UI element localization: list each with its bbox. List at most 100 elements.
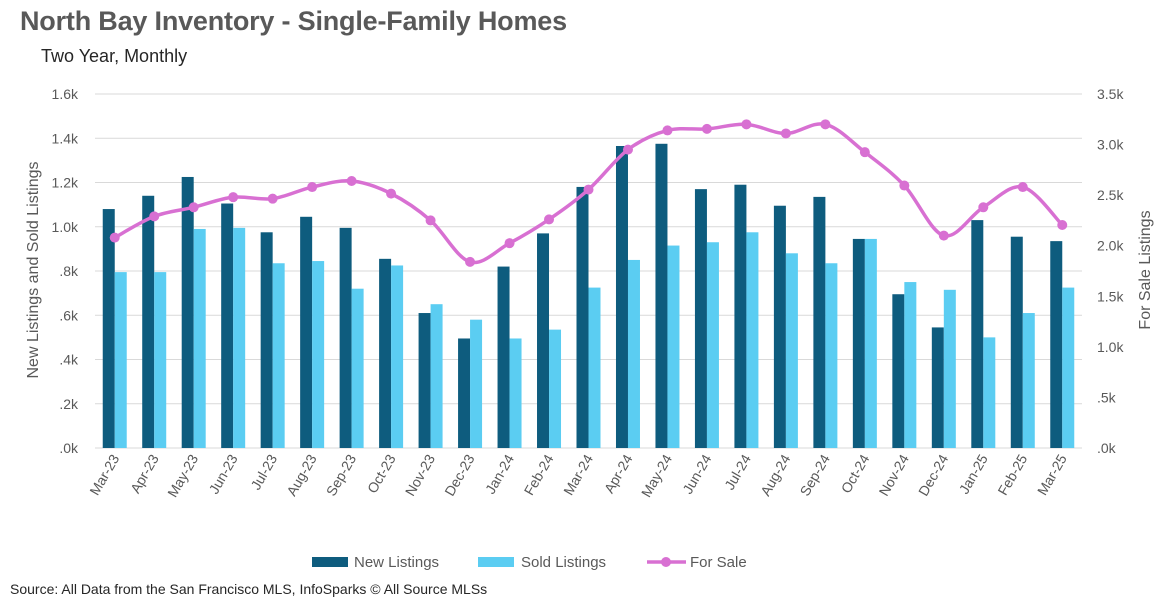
for-sale-point [346,175,357,186]
x-tick-label: Dec-23 [441,451,478,498]
x-tick-label: Apr-24 [601,451,636,496]
bar-new-listings [971,220,984,448]
bar-new-listings [773,205,786,448]
right-axis-title: For Sale Listings [1137,210,1154,329]
for-sale-points [109,119,1068,267]
x-axis-ticks: Mar-23 Apr-23 May-23 Jun-23 Jul-23 Aug-23 Sep-… [86,451,1070,500]
bar-sold-listings [193,228,206,448]
x-tick-label: Oct-24 [838,451,873,496]
bar-sold-listings [430,304,443,448]
for-sale-point [780,128,791,139]
for-sale-point [504,238,515,249]
for-sale-point [149,211,160,222]
bar-new-listings [615,145,628,448]
x-tick-label: Mar-23 [86,451,122,498]
y2-tick-label: 2.5k [1097,187,1124,203]
for-sale-point [307,182,318,193]
bar-new-listings [300,216,313,448]
bar-sold-listings [1022,313,1035,448]
x-tick-label: Feb-24 [521,451,557,498]
x-tick-label: Jun-24 [679,451,714,496]
x-tick-label: Mar-25 [1034,451,1070,498]
bar-new-listings [1050,241,1063,448]
for-sale-point [701,123,712,134]
x-tick-label: Apr-23 [127,451,162,496]
bar-sold-listings [233,227,246,448]
y-tick-label: 1.0k [52,219,79,235]
for-sale-point [820,119,831,130]
right-axis-ticks: .0k .5k 1.0k 1.5k 2.0k 2.5k 3.0k 3.5k [1097,86,1124,456]
bar-sold-listings [864,238,877,448]
x-tick-label: Feb-25 [994,451,1030,498]
for-sale-point [978,202,989,213]
x-tick-label: Nov-23 [402,451,439,498]
bar-sold-listings [825,263,838,448]
x-tick-label: Nov-24 [876,451,913,498]
bar-sold-listings [154,272,167,448]
bar-new-listings [418,313,431,448]
bar-sold-listings [470,319,483,448]
for-sale-point [583,184,594,195]
bar-new-listings [734,184,747,448]
bar-sold-listings [351,288,364,448]
bar-new-listings [655,143,668,448]
for-sale-point [741,119,752,130]
source-note: Source: All Data from the San Francisco … [10,581,488,597]
for-sale-point [425,215,436,226]
bar-new-listings [576,186,589,449]
x-tick-label: Mar-24 [560,451,596,498]
for-sale-point [899,180,910,191]
for-sale-point [465,256,476,267]
bar-new-listings [221,203,234,448]
y2-tick-label: 3.0k [1097,137,1124,153]
for-sale-point [267,193,278,204]
for-sale-point [662,125,673,136]
bar-new-listings [892,294,905,448]
x-tick-label: Jan-25 [956,451,991,496]
bar-sold-listings [1062,287,1075,448]
chart-subtitle: Two Year, Monthly [41,46,188,66]
legend-swatch-for-sale-marker [661,557,671,567]
y-tick-label: .4k [59,352,79,368]
y2-tick-label: 1.0k [1097,339,1124,355]
legend-swatch-sold-listings [478,557,514,567]
legend-swatch-new-listings [312,557,348,567]
bar-sold-listings [588,287,601,448]
for-sale-point [1057,219,1068,230]
x-tick-label: Jan-24 [482,451,517,496]
y2-tick-label: 3.5k [1097,86,1124,102]
y-tick-label: 1.4k [52,130,79,146]
x-tick-label: Aug-24 [757,451,794,498]
bar-sold-listings [904,282,917,448]
y-tick-label: .6k [59,307,79,323]
for-sale-point [228,192,239,203]
bar-sold-listings [943,289,956,448]
x-tick-label: Jul-23 [247,451,280,492]
for-sale-point [859,147,870,158]
bar-sold-listings [627,259,640,448]
x-tick-label: Oct-23 [364,451,399,496]
x-tick-label: May-23 [164,451,201,500]
for-sale-point [386,188,397,199]
x-tick-label: Dec-24 [915,451,952,498]
bar-new-listings [458,338,471,448]
x-tick-label: Sep-24 [797,451,834,498]
y-tick-label: .0k [59,440,79,456]
bar-new-listings [852,238,865,448]
for-sale-point [544,214,555,225]
y-tick-label: 1.2k [52,175,79,191]
bar-sold-listings [746,232,759,448]
legend-label-new-listings: New Listings [354,554,439,571]
bar-sold-listings [785,253,798,448]
bar-new-listings [181,176,194,448]
bar-sold-listings [114,272,127,448]
left-axis-ticks: .0k .2k .4k .6k .8k 1.0k 1.2k 1.4k 1.6k [52,86,79,456]
bar-new-listings [339,227,352,448]
for-sale-point [1017,182,1028,193]
bar-sold-listings [706,242,719,448]
bar-new-listings [694,189,707,448]
bar-sold-listings [272,263,285,448]
legend-label-sold-listings: Sold Listings [521,554,606,571]
for-sale-point [622,144,633,155]
